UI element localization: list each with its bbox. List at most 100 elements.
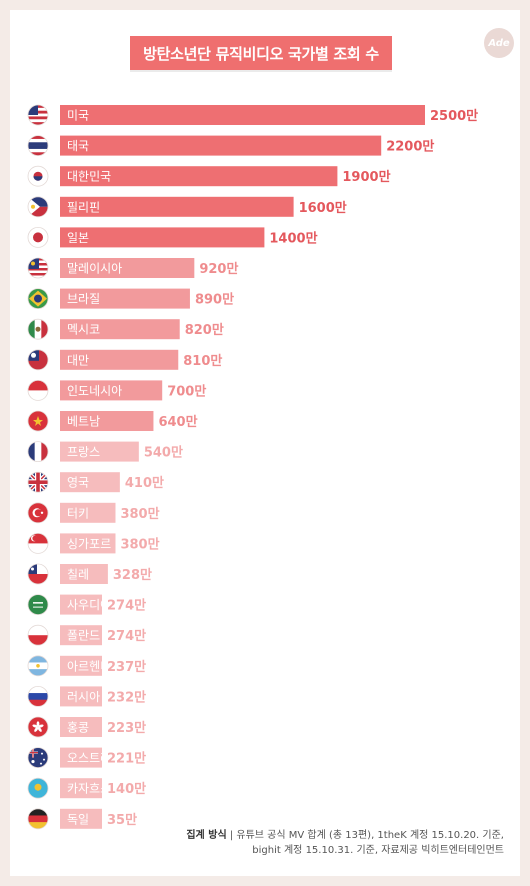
bar-value-label: 232만 bbox=[107, 689, 146, 705]
bar bbox=[60, 502, 116, 523]
bar bbox=[60, 747, 102, 768]
us-flag-icon bbox=[27, 104, 49, 126]
bar bbox=[60, 808, 102, 829]
bar bbox=[60, 778, 102, 799]
mexico-flag-icon bbox=[27, 318, 49, 340]
russia-flag-icon bbox=[27, 686, 49, 707]
bar bbox=[60, 533, 116, 554]
bar bbox=[60, 655, 102, 676]
bar-category-label: 인도네시아 bbox=[67, 384, 122, 398]
bar-category-label: 터키 bbox=[67, 506, 89, 520]
bar bbox=[60, 105, 425, 125]
australia-flag-icon bbox=[27, 747, 49, 768]
bar-row: 브라질 890만 bbox=[27, 288, 234, 310]
bar-category-label: 일본 bbox=[67, 231, 89, 245]
bar-row: 미국 2500만 bbox=[27, 104, 478, 126]
germany-flag-icon bbox=[27, 808, 49, 830]
bar-value-label: 410만 bbox=[125, 475, 164, 491]
bar bbox=[60, 717, 102, 737]
ade-logo: Ade bbox=[484, 28, 514, 58]
bar-row: 터키 380만 bbox=[27, 502, 160, 524]
bar-row: 프랑스 540만 bbox=[27, 441, 183, 463]
bar bbox=[60, 564, 108, 584]
bar-value-label: 380만 bbox=[120, 536, 159, 552]
footnote-line1: | 유튜브 공식 MV 합계 (총 13편), 1theK 계정 15.10.2… bbox=[226, 830, 504, 841]
bar-row: 멕시코 820만 bbox=[27, 318, 224, 340]
footnote-line2: bighit 계정 15.10.31. 기준, 자료제공 빅히트엔터테인먼트 bbox=[252, 845, 504, 856]
brazil-flag-icon bbox=[27, 288, 49, 310]
bar bbox=[60, 196, 294, 217]
chile-flag-icon bbox=[27, 563, 49, 585]
bar-value-label: 820만 bbox=[185, 322, 224, 338]
bar bbox=[60, 258, 195, 278]
bar-value-label: 380만 bbox=[120, 506, 159, 522]
indonesia-flag-icon bbox=[27, 379, 49, 401]
bar-category-label: 칠레 bbox=[67, 568, 89, 582]
vietnam-flag-icon bbox=[27, 410, 49, 432]
bar-row: 영국 410만 bbox=[27, 471, 164, 493]
hong-kong-flag-icon bbox=[27, 716, 49, 738]
bar-category-label: 태국 bbox=[67, 139, 89, 153]
bar-category-label: 오스트레일리아 bbox=[67, 751, 144, 765]
bar-row: 싱가포르 380만 bbox=[27, 533, 160, 554]
singapore-flag-icon bbox=[27, 533, 49, 554]
bar-category-label: 아르헨티나 bbox=[67, 659, 122, 673]
bar-value-label: 540만 bbox=[144, 445, 183, 461]
bar-row: 홍콩 223만 bbox=[27, 716, 146, 738]
bar-row: 인도네시아 700만 bbox=[27, 379, 206, 401]
philippines-flag-icon bbox=[27, 196, 49, 218]
uk-flag-icon bbox=[27, 471, 49, 493]
bar-value-label: 1900만 bbox=[342, 169, 390, 185]
bar-category-label: 베트남 bbox=[67, 415, 100, 429]
bar bbox=[60, 349, 179, 370]
bar-row: 태국 2200만 bbox=[27, 135, 434, 157]
bar-row: 대한민국 1900만 bbox=[27, 165, 391, 187]
bar bbox=[60, 472, 120, 493]
chart-title: 방탄소년단 뮤직비디오 국가별 조회 수 bbox=[130, 36, 392, 70]
bar bbox=[60, 594, 102, 615]
bar-category-label: 미국 bbox=[67, 109, 89, 123]
bar-value-label: 237만 bbox=[107, 659, 146, 675]
poland-flag-icon bbox=[27, 624, 49, 646]
bar bbox=[60, 441, 139, 462]
bar-category-label: 멕시코 bbox=[67, 323, 100, 337]
bar-category-label: 프랑스 bbox=[67, 445, 100, 459]
korea-flag-icon bbox=[27, 165, 49, 187]
argentina-flag-icon bbox=[27, 655, 49, 677]
turkey-flag-icon bbox=[27, 502, 49, 524]
bar-value-label: 223만 bbox=[107, 720, 146, 736]
bar bbox=[60, 686, 102, 707]
bar bbox=[60, 380, 163, 401]
bar bbox=[60, 625, 102, 646]
bar-row: 일본 1400만 bbox=[27, 226, 318, 248]
thailand-flag-icon bbox=[27, 135, 49, 157]
bar bbox=[60, 288, 190, 309]
bar-category-label: 필리핀 bbox=[67, 200, 100, 214]
bar-value-label: 920만 bbox=[199, 261, 238, 277]
bar-row: 독일 35만 bbox=[27, 808, 137, 830]
bar-value-label: 810만 bbox=[183, 353, 222, 369]
bar-value-label: 2200만 bbox=[386, 139, 434, 155]
bar-category-label: 폴란드 bbox=[67, 629, 100, 643]
bar-value-label: 140만 bbox=[107, 781, 146, 797]
bar-value-label: 1600만 bbox=[299, 200, 347, 216]
japan-flag-icon bbox=[27, 226, 49, 248]
bar-value-label: 328만 bbox=[113, 567, 152, 583]
bar bbox=[60, 319, 180, 340]
bar-category-label: 러시아 bbox=[67, 690, 100, 704]
bar-value-label: 640만 bbox=[158, 414, 197, 430]
bar-category-label: 대한민국 bbox=[67, 170, 111, 184]
bar-value-label: 221만 bbox=[107, 751, 146, 767]
bar-category-label: 카자흐스탄 bbox=[67, 782, 122, 796]
bar-category-label: 대만 bbox=[67, 353, 89, 367]
bar-value-label: 35만 bbox=[107, 812, 137, 828]
malaysia-flag-icon bbox=[27, 257, 49, 279]
taiwan-flag-icon bbox=[27, 349, 49, 371]
bar bbox=[60, 135, 382, 156]
bar-row: 베트남 640만 bbox=[27, 410, 198, 432]
